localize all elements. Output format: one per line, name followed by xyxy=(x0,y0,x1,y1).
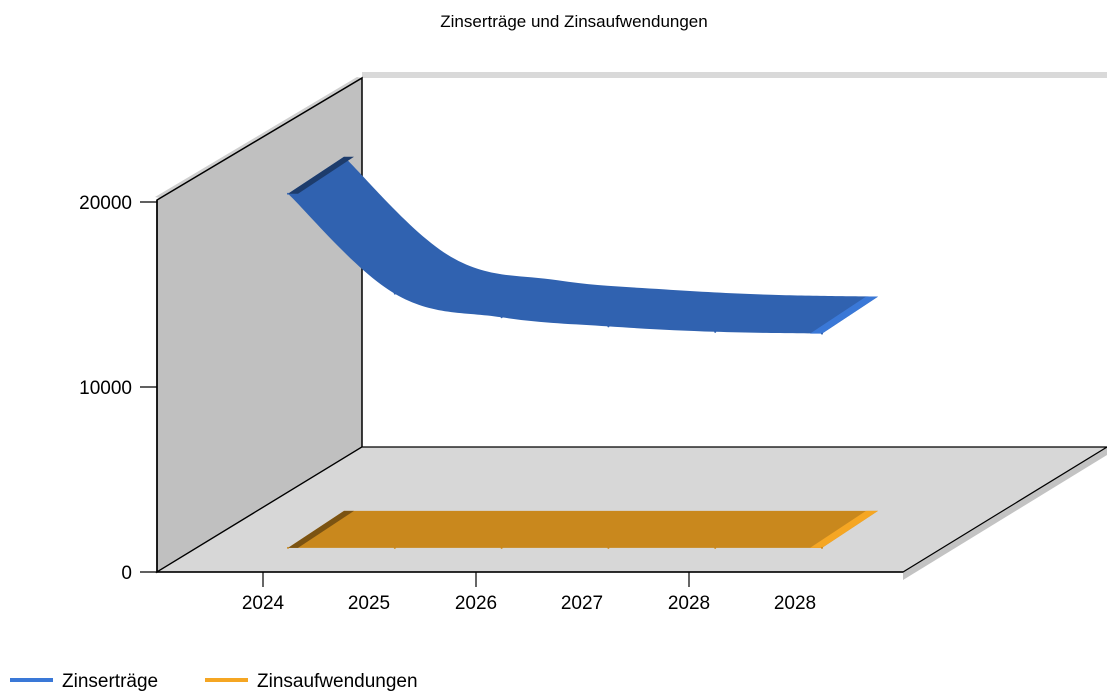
x-tick-label-4: 2028 xyxy=(668,593,710,614)
series-layer xyxy=(287,156,878,549)
series-1-ribbon xyxy=(287,510,878,549)
series-0-point-1 xyxy=(393,292,396,295)
series-0-point-3 xyxy=(607,325,610,328)
x-tick-label-0: 2024 xyxy=(242,593,285,614)
legend-label-zinsertraege: Zinserträge xyxy=(62,671,158,692)
series-1-point-4 xyxy=(714,546,717,549)
series-0-point-4 xyxy=(714,330,717,333)
back-wall xyxy=(362,78,1107,447)
series-1-point-3 xyxy=(607,546,610,549)
series-1-point-0 xyxy=(287,546,289,549)
series-1-end-cap xyxy=(810,510,878,548)
series-0-point-5 xyxy=(821,332,823,335)
series-1-point-2 xyxy=(500,546,503,549)
series-1-point-1 xyxy=(393,546,396,549)
legend: Zinserträge Zinsaufwendungen xyxy=(10,671,418,692)
y-tick-label-2: 20000 xyxy=(79,193,132,214)
x-tick-label-2: 2026 xyxy=(455,593,497,614)
back-wall-shadow xyxy=(362,72,1107,78)
series-0-point-2 xyxy=(500,316,503,319)
series-0-ribbon xyxy=(287,156,878,335)
series-0-start-cap xyxy=(288,156,354,194)
legend-label-zinsaufwendungen: Zinsaufwendungen xyxy=(257,671,418,692)
series-1-surface xyxy=(288,510,878,548)
series-0-point-0 xyxy=(287,192,289,195)
chart-title: Zinserträge und Zinsaufwendungen xyxy=(440,12,707,31)
left-wall-shadow xyxy=(155,77,362,198)
x-tick-label-3: 2027 xyxy=(561,593,603,614)
y-tick-label-0: 0 xyxy=(121,563,132,584)
series-1-point-5 xyxy=(821,546,823,549)
y-tick-label-1: 10000 xyxy=(79,378,132,399)
y-axis: 0 10000 20000 xyxy=(79,193,158,584)
series-0-end-cap xyxy=(810,296,878,334)
x-tick-label-5: 2028 xyxy=(774,593,816,614)
series-0-surface xyxy=(288,156,878,334)
x-tick-label-1: 2025 xyxy=(348,593,390,614)
x-axis: 2024 2025 2026 2027 2028 2028 xyxy=(157,571,903,614)
series-1-start-cap xyxy=(288,510,354,548)
floor-shadow xyxy=(903,447,1107,580)
